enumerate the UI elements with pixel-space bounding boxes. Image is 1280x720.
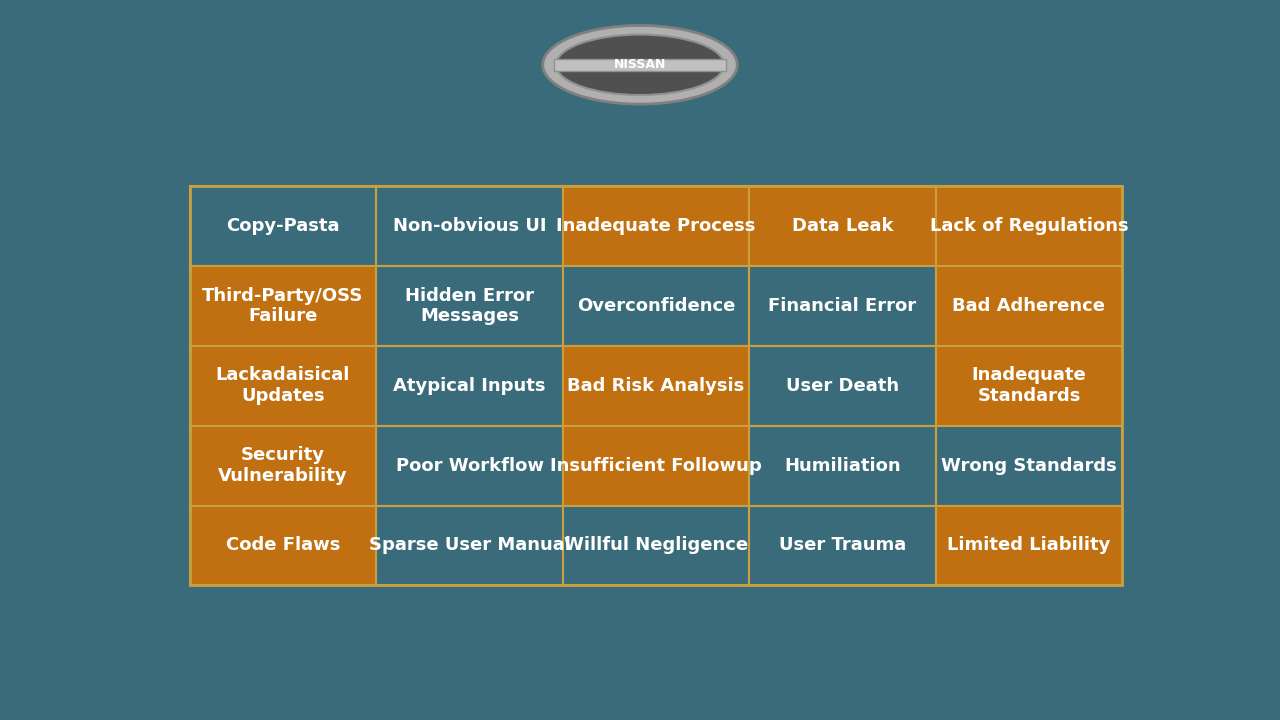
Text: Code Flaws: Code Flaws <box>225 536 340 554</box>
FancyBboxPatch shape <box>554 59 726 71</box>
FancyBboxPatch shape <box>749 186 936 266</box>
Text: Security
Vulnerability: Security Vulnerability <box>218 446 348 485</box>
Text: Data Leak: Data Leak <box>792 217 893 235</box>
Text: Overconfidence: Overconfidence <box>577 297 735 315</box>
FancyBboxPatch shape <box>749 505 936 585</box>
Text: Atypical Inputs: Atypical Inputs <box>393 377 545 395</box>
FancyBboxPatch shape <box>936 346 1123 426</box>
FancyBboxPatch shape <box>563 426 749 505</box>
FancyBboxPatch shape <box>749 426 936 505</box>
Text: Willful Negligence: Willful Negligence <box>564 536 748 554</box>
Text: Inadequate Process: Inadequate Process <box>557 217 755 235</box>
FancyBboxPatch shape <box>563 346 749 426</box>
Text: Lackadaisical
Updates: Lackadaisical Updates <box>216 366 351 405</box>
FancyBboxPatch shape <box>189 346 376 426</box>
Text: Third-Party/OSS
Failure: Third-Party/OSS Failure <box>202 287 364 325</box>
FancyBboxPatch shape <box>749 266 936 346</box>
Text: Non-obvious UI: Non-obvious UI <box>393 217 547 235</box>
Text: Insufficient Followup: Insufficient Followup <box>550 456 762 474</box>
FancyBboxPatch shape <box>189 186 376 266</box>
FancyBboxPatch shape <box>189 426 376 505</box>
FancyBboxPatch shape <box>936 426 1123 505</box>
FancyBboxPatch shape <box>936 186 1123 266</box>
Ellipse shape <box>556 35 724 95</box>
Text: Sparse User Manual: Sparse User Manual <box>369 536 571 554</box>
Text: Lack of Regulations: Lack of Regulations <box>929 217 1128 235</box>
Text: NISSAN: NISSAN <box>614 58 666 71</box>
FancyBboxPatch shape <box>189 266 376 346</box>
Text: Hidden Error
Messages: Hidden Error Messages <box>404 287 534 325</box>
Ellipse shape <box>543 25 737 104</box>
FancyBboxPatch shape <box>376 505 563 585</box>
FancyBboxPatch shape <box>376 426 563 505</box>
FancyBboxPatch shape <box>376 346 563 426</box>
Text: User Death: User Death <box>786 377 899 395</box>
Text: Inadequate
Standards: Inadequate Standards <box>972 366 1087 405</box>
FancyBboxPatch shape <box>376 186 563 266</box>
Text: Copy-Pasta: Copy-Pasta <box>227 217 339 235</box>
Text: Bad Adherence: Bad Adherence <box>952 297 1106 315</box>
FancyBboxPatch shape <box>936 505 1123 585</box>
Text: Humiliation: Humiliation <box>785 456 901 474</box>
FancyBboxPatch shape <box>563 186 749 266</box>
FancyBboxPatch shape <box>936 266 1123 346</box>
FancyBboxPatch shape <box>563 505 749 585</box>
Text: Poor Workflow: Poor Workflow <box>396 456 544 474</box>
Text: Financial Error: Financial Error <box>768 297 916 315</box>
Text: Bad Risk Analysis: Bad Risk Analysis <box>567 377 745 395</box>
FancyBboxPatch shape <box>376 266 563 346</box>
FancyBboxPatch shape <box>563 266 749 346</box>
Text: User Trauma: User Trauma <box>778 536 906 554</box>
FancyBboxPatch shape <box>189 505 376 585</box>
Text: Limited Liability: Limited Liability <box>947 536 1111 554</box>
Text: Wrong Standards: Wrong Standards <box>941 456 1117 474</box>
FancyBboxPatch shape <box>749 346 936 426</box>
